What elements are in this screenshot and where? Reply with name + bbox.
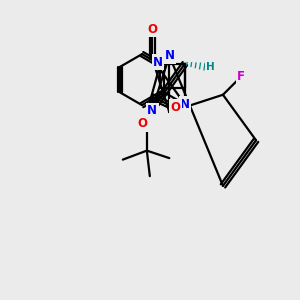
Text: O: O — [147, 23, 157, 36]
Text: F: F — [237, 70, 245, 83]
Text: O: O — [170, 100, 180, 114]
Text: O: O — [137, 117, 147, 130]
Text: N: N — [164, 49, 174, 62]
Text: H: H — [206, 62, 215, 72]
Text: N: N — [147, 104, 157, 118]
Text: N: N — [180, 98, 190, 111]
Text: N: N — [153, 56, 163, 69]
